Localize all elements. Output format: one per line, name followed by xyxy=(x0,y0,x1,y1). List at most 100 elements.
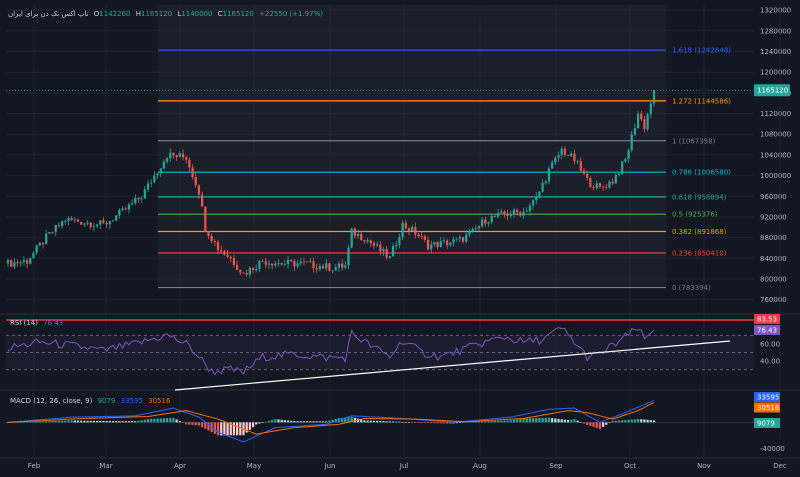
candle-body xyxy=(401,222,404,238)
macd-badge xyxy=(754,392,780,402)
candle-body xyxy=(404,222,407,229)
y-tick-label: 880000 xyxy=(760,234,787,242)
macd-badge-label: 33595 xyxy=(757,394,779,402)
candle-body xyxy=(175,155,178,157)
macd-histogram-bar xyxy=(624,420,627,423)
candle-body xyxy=(592,186,595,189)
macd-histogram-bar xyxy=(347,417,350,423)
low-label: L xyxy=(177,10,182,18)
macd-histogram-bar xyxy=(156,418,159,423)
candle-body xyxy=(134,197,137,204)
macd-histogram-bar xyxy=(328,420,331,423)
macd-histogram-bar xyxy=(236,422,239,436)
fib-level-label: 0 (783394) xyxy=(672,284,711,292)
candle-body xyxy=(153,175,156,183)
macd-histogram-bar xyxy=(452,422,455,424)
candle-body xyxy=(207,231,210,236)
fib-level-label: 0.786 (1006580) xyxy=(672,169,731,177)
macd-histogram-bar xyxy=(385,421,388,423)
candle-body xyxy=(496,212,500,217)
macd-histogram-bar xyxy=(22,421,26,423)
macd-histogram-bar xyxy=(54,420,57,423)
x-tick-label: Jul xyxy=(399,462,409,470)
macd-histogram-bar xyxy=(35,421,38,423)
candle-body xyxy=(188,159,191,168)
x-tick-label: May xyxy=(247,462,261,470)
macd-hist-value: 9079 xyxy=(97,397,116,405)
x-tick-label: Aug xyxy=(473,462,487,470)
candle-body xyxy=(601,186,605,188)
macd-histogram-bar xyxy=(566,420,570,423)
macd-histogram-bar xyxy=(605,422,608,425)
candle-body xyxy=(127,204,131,210)
candle-body xyxy=(608,181,611,188)
macd-histogram-bar xyxy=(134,421,137,423)
macd-histogram-bar xyxy=(398,421,401,423)
y-tick-label: 1040000 xyxy=(760,151,791,159)
candle-body xyxy=(487,222,490,224)
candle-body xyxy=(251,267,255,270)
fib-level-label: 1.618 (1242848) xyxy=(672,47,731,55)
candle-body xyxy=(385,249,388,258)
candle-body xyxy=(356,233,360,237)
candle-body xyxy=(411,226,414,231)
macd-histogram-bar xyxy=(382,421,385,423)
macd-histogram-bar xyxy=(356,418,360,423)
macd-histogram-bar xyxy=(261,422,264,423)
candle-body xyxy=(452,239,455,243)
macd-histogram-bar xyxy=(477,421,481,423)
macd-badge-label: 30516 xyxy=(757,404,780,412)
macd-histogram-bar xyxy=(299,421,302,423)
candle-body xyxy=(395,244,398,246)
macd-histogram-bar xyxy=(519,418,522,423)
macd-histogram-bar xyxy=(159,418,162,423)
macd-histogram-bar xyxy=(439,422,442,424)
candle-body xyxy=(461,237,465,242)
macd-histogram-bar xyxy=(531,418,535,423)
candle-body xyxy=(420,236,423,238)
candle-body xyxy=(547,168,551,182)
macd-histogram-bar xyxy=(379,421,382,423)
x-tick-label: Dec xyxy=(773,462,787,470)
candle-body xyxy=(484,219,487,224)
candle-body xyxy=(267,263,271,265)
candle-body xyxy=(137,197,140,200)
candle-body xyxy=(519,212,522,216)
macd-histogram-bar xyxy=(474,421,477,423)
macd-histogram-bar xyxy=(458,422,461,423)
macd-histogram-bar xyxy=(541,417,544,423)
macd-histogram-bar xyxy=(57,420,61,423)
macd-histogram-bar xyxy=(391,421,395,423)
candle-body xyxy=(95,224,99,227)
candle-body xyxy=(509,214,512,216)
macd-histogram-bar xyxy=(271,419,274,423)
macd-badge xyxy=(754,402,780,413)
macd-histogram-bar xyxy=(525,418,528,423)
macd-histogram-bar xyxy=(153,418,156,423)
candle-body xyxy=(51,231,54,233)
candle-body xyxy=(624,159,627,162)
macd-histogram-bar xyxy=(417,422,420,423)
macd-histogram-bar xyxy=(216,422,220,436)
candle-body xyxy=(503,211,506,215)
macd-histogram-bar xyxy=(449,422,452,424)
macd-histogram-bar xyxy=(503,420,506,423)
macd-histogram-bar xyxy=(80,420,83,423)
candle-body xyxy=(516,209,519,213)
candle-body xyxy=(10,259,13,267)
candle-body xyxy=(544,181,547,184)
candle-body xyxy=(118,209,121,216)
candle-body xyxy=(630,134,633,151)
macd-histogram-bar xyxy=(372,420,376,423)
macd-histogram-bar xyxy=(557,418,560,423)
close-value: 1165120 xyxy=(222,10,254,18)
macd-histogram-bar xyxy=(487,421,490,423)
macd-histogram-bar xyxy=(137,420,140,423)
macd-histogram-bar xyxy=(363,420,366,423)
last-price-label: 1165120 xyxy=(757,87,788,95)
macd-histogram-bar xyxy=(633,419,637,423)
candle-body xyxy=(350,228,353,248)
macd-histogram-bar xyxy=(592,422,595,427)
macd-histogram-bar xyxy=(512,419,516,423)
